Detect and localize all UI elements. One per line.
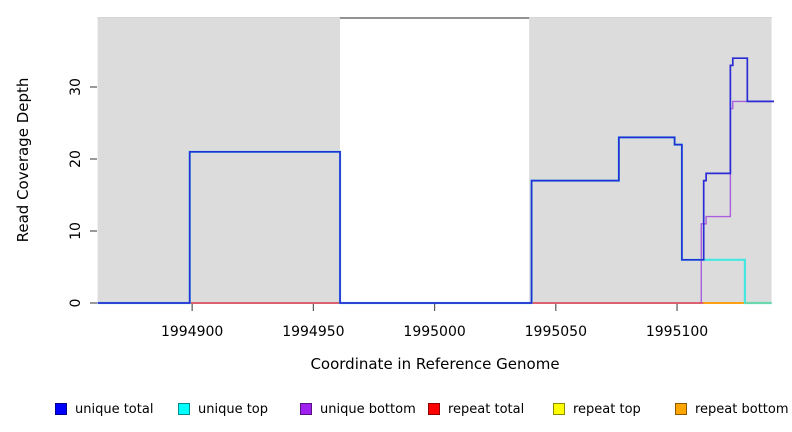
legend-label: repeat top (573, 401, 641, 417)
legend-item-repeat-total: repeat total (428, 401, 524, 417)
legend-item-repeat-top: repeat top (553, 401, 641, 417)
x-tick-label: 1995000 (403, 324, 465, 340)
y-tick-label: 30 (68, 78, 84, 96)
legend: unique total unique top unique bottom re… (0, 401, 792, 421)
y-tick-label: 20 (68, 150, 84, 168)
legend-label: repeat bottom (695, 401, 789, 417)
legend-item-unique-bottom: unique bottom (300, 401, 416, 417)
x-tick-label: 1995100 (646, 324, 708, 340)
legend-swatch-repeat-top (553, 403, 565, 415)
legend-item-unique-total: unique total (55, 401, 153, 417)
x-tick-label: 1994950 (282, 324, 344, 340)
legend-label: unique top (198, 401, 269, 417)
legend-swatch-repeat-total (428, 403, 440, 415)
legend-label: unique bottom (320, 401, 416, 417)
legend-item-repeat-bottom: repeat bottom (675, 401, 789, 417)
x-axis-title: Coordinate in Reference Genome (310, 355, 559, 373)
legend-label: unique total (75, 401, 154, 417)
series-line-unique-total (97, 57, 774, 304)
legend-swatch-repeat-bottom (675, 403, 687, 415)
x-tick-label: 1995050 (525, 324, 587, 340)
legend-swatch-unique-bottom (300, 403, 312, 415)
x-tick-label: 1994900 (161, 324, 223, 340)
y-axis-title: Read Coverage Depth (14, 78, 32, 243)
legend-swatch-unique-total (55, 403, 67, 415)
legend-item-unique-top: unique top (178, 401, 268, 417)
shaded-region (97, 17, 341, 304)
legend-label: repeat total (448, 401, 525, 417)
series-line-unique-bottom (97, 100, 774, 304)
legend-swatch-unique-top (178, 403, 190, 415)
shaded-region (529, 17, 772, 304)
y-tick-label: 10 (68, 222, 84, 240)
y-tick-label: 0 (68, 299, 84, 308)
